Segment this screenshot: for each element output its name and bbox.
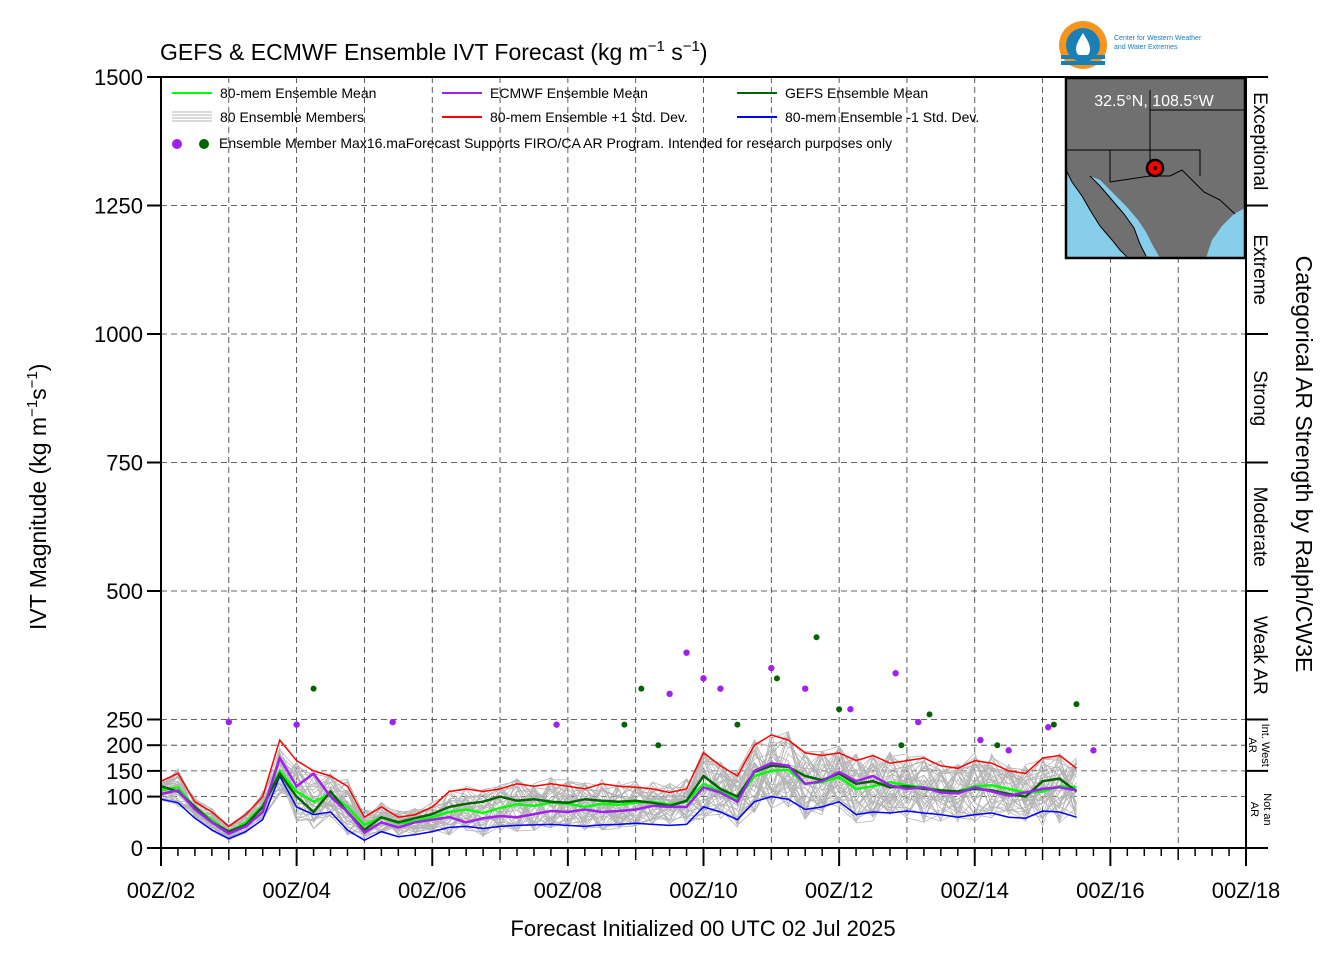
series-line bbox=[160, 734, 1077, 828]
gefs-max-point bbox=[773, 675, 780, 682]
x-tick-label: 00Z/16 bbox=[1076, 878, 1145, 903]
ecmwf-max-point bbox=[847, 706, 854, 713]
series-line bbox=[160, 774, 1077, 842]
y-tick-label: 1000 bbox=[94, 322, 143, 347]
ecmwf-max-point bbox=[666, 690, 673, 697]
gefs-max-point bbox=[1073, 701, 1080, 708]
y-axis-label: IVT Magnitude (kg m−1s−1) bbox=[24, 364, 51, 630]
grid bbox=[161, 77, 1246, 848]
legend-item-plus-std: 80-mem Ensemble +1 Std. Dev. bbox=[490, 109, 688, 125]
ecmwf-max-point bbox=[1045, 724, 1052, 731]
ensemble-member-line bbox=[160, 749, 1077, 833]
ecmwf-max-point bbox=[802, 685, 809, 692]
legend-item-minus-std: 80-mem Ensemble -1 Std. Dev. bbox=[785, 109, 979, 125]
inset-map: 32.5°N, 108.5°W bbox=[1064, 76, 1247, 260]
logo-text-1: Center for Western Weather bbox=[1114, 35, 1202, 42]
legend-item-ecmwf-mean: ECMWF Ensemble Mean bbox=[490, 85, 648, 101]
y-tick-label: 0 bbox=[131, 836, 143, 861]
category-label: Not anAR bbox=[1248, 793, 1273, 825]
x-axis: 00Z/02 00Z/04 00Z/06 00Z/08 00Z/10 00Z/12 00Z/… bbox=[127, 848, 1281, 903]
x-tick-label: 00Z/02 bbox=[127, 878, 196, 903]
legend: 80-mem Ensemble Mean ECMWF Ensemble Mean… bbox=[172, 85, 979, 151]
series-line bbox=[160, 754, 1077, 836]
legend-item-gefs-mean: GEFS Ensemble Mean bbox=[785, 85, 928, 101]
x-tick-label: 00Z/10 bbox=[669, 878, 738, 903]
series-lines bbox=[160, 734, 1078, 842]
gefs-max-point bbox=[310, 685, 317, 692]
ecmwf-max-point bbox=[700, 675, 707, 682]
gefs-max-point bbox=[813, 634, 820, 641]
ecmwf-max-point bbox=[892, 670, 899, 677]
category-label: Strong bbox=[1249, 370, 1270, 426]
ensemble-member-line bbox=[160, 734, 1077, 840]
inset-location-label: 32.5°N, 108.5°W bbox=[1094, 93, 1214, 110]
member-max-points bbox=[225, 634, 1097, 754]
logo-text-2: and Water Extremes bbox=[1114, 44, 1178, 51]
legend-item-members: 80 Ensemble Members bbox=[220, 109, 364, 125]
ecmwf-max-point bbox=[293, 721, 300, 728]
ensemble-member-line bbox=[160, 742, 1077, 833]
y-tick-label: 150 bbox=[106, 759, 143, 784]
y-tick-label: 750 bbox=[106, 451, 143, 476]
category-label: Int. WestAR bbox=[1246, 724, 1271, 767]
ecmwf-max-point bbox=[977, 736, 984, 744]
gefs-max-point bbox=[994, 742, 1001, 749]
y-tick-label: 500 bbox=[106, 579, 143, 604]
legend-item-member-max: Ensemble Member Max16.maForecast Support… bbox=[219, 135, 892, 151]
x-tick-label: 00Z/18 bbox=[1212, 878, 1281, 903]
gefs-max-point bbox=[655, 742, 662, 749]
y-tick-label: 250 bbox=[106, 708, 143, 733]
ensemble-member-line bbox=[160, 752, 1077, 834]
category-label: Moderate bbox=[1249, 487, 1270, 567]
series-line bbox=[160, 764, 1078, 833]
category-label: Weak AR bbox=[1249, 616, 1270, 695]
ecmwf-max-point bbox=[389, 718, 396, 726]
y-tick-label: 1250 bbox=[94, 194, 143, 219]
ar-category-axis: Exceptional Extreme Strong Moderate Weak AR I… bbox=[1246, 76, 1273, 849]
ensemble-member-line bbox=[160, 753, 1077, 832]
right-axis-label: Categorical AR Strength by Ralph/CW3E bbox=[1291, 256, 1317, 673]
ecmwf-max-point bbox=[553, 721, 560, 728]
x-tick-label: 00Z/06 bbox=[398, 878, 467, 903]
category-label: Extreme bbox=[1249, 234, 1270, 305]
ecmwf-max-point bbox=[717, 685, 724, 692]
gefs-max-point bbox=[638, 685, 645, 692]
x-tick-label: 00Z/04 bbox=[262, 878, 331, 903]
y-tick-label: 100 bbox=[106, 785, 143, 810]
ecmwf-max-point bbox=[1090, 747, 1097, 754]
gefs-max-point bbox=[734, 721, 741, 728]
gefs-max-point bbox=[898, 742, 905, 749]
legend-item-ens-mean: 80-mem Ensemble Mean bbox=[220, 85, 376, 101]
x-tick-label: 00Z/08 bbox=[534, 878, 603, 903]
ecmwf-max-point bbox=[915, 718, 922, 726]
chart-title: GEFS & ECMWF Ensemble IVT Forecast (kg m… bbox=[160, 38, 708, 65]
category-label: Exceptional bbox=[1249, 92, 1270, 190]
gefs-max-point bbox=[1050, 721, 1057, 728]
ensemble-member-line bbox=[160, 745, 1077, 835]
x-tick-label: 00Z/12 bbox=[805, 878, 874, 903]
x-axis-label: Forecast Initialized 00 UTC 02 Jul 2025 bbox=[510, 916, 895, 941]
cw3e-logo: Center for Western Weather and Water Ext… bbox=[1059, 21, 1202, 69]
gefs-max-point bbox=[621, 721, 628, 728]
y-tick-label: 200 bbox=[106, 733, 143, 758]
ecmwf-max-point bbox=[768, 664, 775, 672]
ensemble-member-line bbox=[160, 734, 1077, 838]
ecmwf-max-point bbox=[225, 718, 233, 726]
x-tick-label: 00Z/14 bbox=[941, 878, 1010, 903]
ensemble-member-line bbox=[160, 748, 1077, 837]
ecmwf-max-point bbox=[1005, 747, 1012, 754]
gefs-max-point bbox=[836, 706, 843, 713]
ecmwf-max-point bbox=[683, 649, 690, 656]
y-tick-label: 1500 bbox=[94, 65, 143, 90]
ensemble-member-line bbox=[160, 751, 1077, 839]
gefs-max-point bbox=[926, 711, 933, 718]
